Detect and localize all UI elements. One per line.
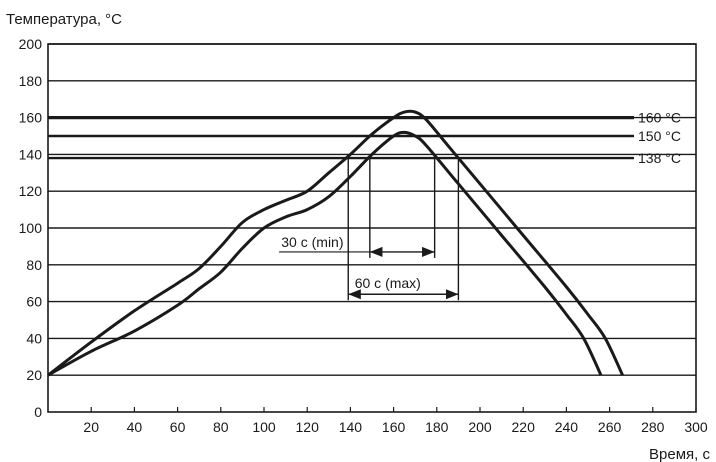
y-tick-label-0: 0 (34, 404, 42, 420)
x-tick-label-140: 140 (339, 419, 363, 435)
y-tick-label-120: 120 (19, 183, 43, 199)
temperature-curve-2 (47, 130, 603, 377)
x-tick-label-280: 280 (641, 419, 665, 435)
x-tick-label-220: 220 (512, 419, 536, 435)
x-tick-label-120: 120 (296, 419, 320, 435)
plot-frame (47, 43, 697, 413)
y-tick-label-180: 180 (19, 73, 43, 89)
y-tick-label-40: 40 (26, 330, 42, 346)
x-tick-label-240: 240 (555, 419, 579, 435)
y-axis-title: Температура, °C (6, 11, 122, 28)
interval-guides (279, 158, 460, 301)
x-axis-title: Время, с (649, 446, 710, 462)
min-interval-label: 30 с (min) (281, 234, 343, 250)
temperature-curve-1 (47, 109, 624, 377)
labels: Температура, °C Время, с 0 20 40 60 80 100 120… (6, 11, 710, 462)
x-tick-label-200: 200 (468, 419, 492, 435)
series-lines (47, 109, 624, 377)
y-tick-label-200: 200 (19, 36, 43, 52)
x-tick-label-100: 100 (252, 419, 276, 435)
x-tick-label-80: 80 (213, 419, 229, 435)
x-tick-label-260: 260 (598, 419, 622, 435)
axes (47, 43, 697, 413)
y-tick-label-100: 100 (19, 220, 43, 236)
x-tick-label-160: 160 (382, 419, 406, 435)
y-tick-label-60: 60 (26, 294, 42, 310)
y-tick-label-20: 20 (26, 367, 42, 383)
x-tick-label-20: 20 (83, 419, 99, 435)
x-tick-label-60: 60 (170, 419, 186, 435)
y-tick-label-80: 80 (26, 257, 42, 273)
x-tick-label-180: 180 (425, 419, 449, 435)
x-tick-label-300: 300 (684, 419, 708, 435)
max-interval-label: 60 с (max) (355, 275, 421, 291)
reference-label-150: 150 °C (638, 128, 681, 144)
x-tick-label-40: 40 (127, 419, 143, 435)
reference-label-160: 160 °C (638, 110, 681, 126)
reference-lines (48, 115, 635, 160)
reference-label-138: 138 °C (638, 150, 681, 166)
y-tick-label-160: 160 (19, 110, 43, 126)
y-tick-label-140: 140 (19, 146, 43, 162)
